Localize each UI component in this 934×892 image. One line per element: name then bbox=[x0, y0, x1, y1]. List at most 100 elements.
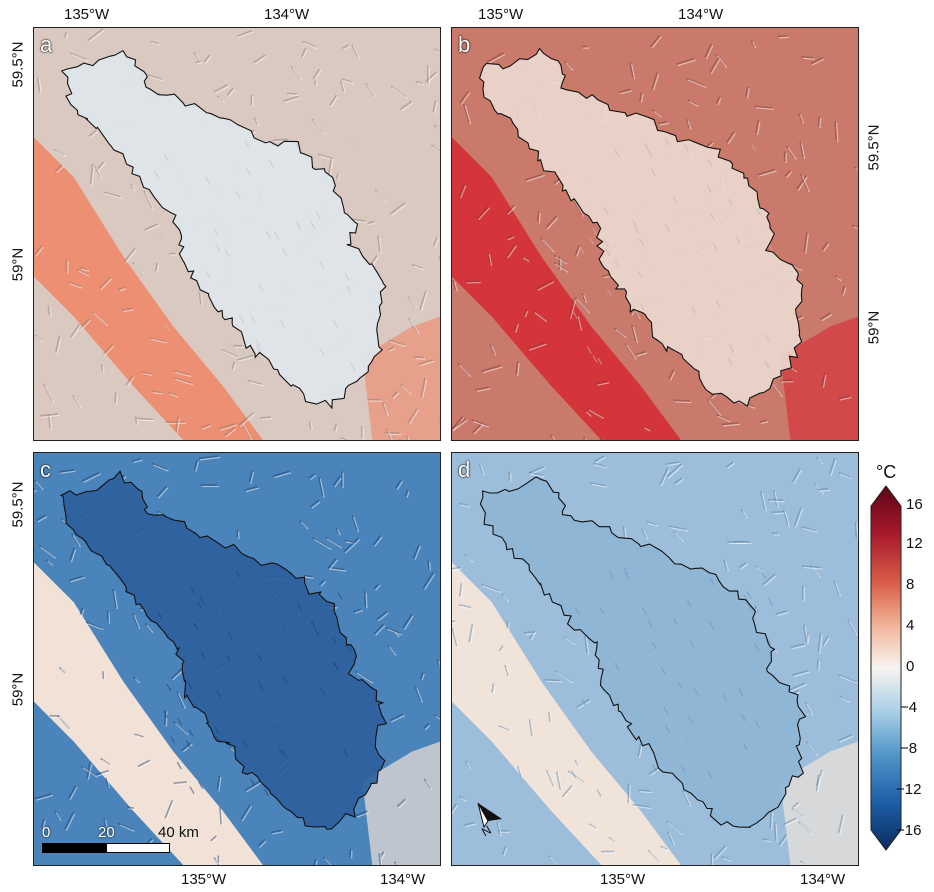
terrain-ridge bbox=[413, 265, 425, 271]
terrain-ridge bbox=[86, 762, 92, 779]
terrain-ridge bbox=[385, 433, 402, 436]
terrain-ridge bbox=[334, 477, 342, 488]
terrain-ridge bbox=[77, 268, 88, 276]
terrain-ridge bbox=[592, 462, 606, 468]
terrain-ridge bbox=[792, 644, 806, 650]
terrain-ridge bbox=[34, 793, 52, 800]
terrain-ridge bbox=[716, 414, 730, 421]
terrain-ridge bbox=[49, 307, 52, 317]
icefield-area bbox=[480, 477, 806, 828]
terrain-ridge bbox=[402, 613, 413, 629]
ice-texture bbox=[166, 683, 172, 692]
terrain-ridge bbox=[130, 183, 135, 190]
terrain-ridge bbox=[69, 547, 75, 561]
terrain-ridge bbox=[139, 761, 152, 769]
terrain-ridge bbox=[458, 603, 472, 609]
terrain-ridge bbox=[460, 584, 464, 599]
terrain-ridge bbox=[35, 335, 44, 343]
terrain-ridge bbox=[389, 202, 406, 215]
ice-texture bbox=[754, 720, 760, 729]
terrain-ridge bbox=[167, 391, 177, 397]
ice-texture bbox=[570, 770, 577, 778]
terrain-ridge bbox=[764, 840, 771, 843]
terrain-ridge bbox=[203, 54, 211, 63]
terrain-ridge bbox=[253, 54, 266, 64]
terrain-ridge bbox=[415, 357, 426, 360]
terrain-ridge bbox=[752, 41, 757, 49]
ice-texture bbox=[710, 213, 716, 222]
terrain-ridge bbox=[335, 173, 339, 180]
ice-texture bbox=[728, 358, 734, 366]
terrain-ridge bbox=[476, 205, 489, 219]
terrain-ridge bbox=[756, 121, 761, 135]
terrain-ridge bbox=[465, 823, 477, 828]
terrain-ridge bbox=[745, 86, 749, 97]
terrain-ridge bbox=[149, 75, 165, 82]
left-lat-label-59-5n-bottom: 59.5°N bbox=[9, 481, 27, 528]
scale-bar: 0 20 40 km bbox=[42, 825, 199, 855]
terrain-ridge bbox=[570, 300, 577, 320]
terrain-ridge bbox=[231, 361, 236, 370]
terrain-ridge bbox=[240, 804, 251, 821]
terrain-ridge bbox=[528, 343, 547, 351]
terrain-ridge bbox=[839, 473, 852, 480]
terrain-ridge bbox=[547, 711, 552, 723]
terrain-ridge bbox=[54, 164, 63, 172]
terrain-ridge bbox=[47, 305, 51, 316]
terrain-ridge bbox=[112, 589, 117, 608]
terrain-ridge bbox=[742, 510, 748, 519]
terrain-ridge bbox=[811, 58, 825, 66]
terrain-ridge bbox=[404, 489, 409, 497]
terrain-ridge bbox=[69, 787, 78, 800]
terrain-ridge bbox=[639, 92, 643, 102]
terrain-ridge bbox=[634, 805, 652, 810]
terrain-ridge bbox=[389, 348, 396, 352]
ice-texture bbox=[265, 231, 271, 239]
terrain-ridge bbox=[667, 464, 684, 479]
ice-texture bbox=[693, 687, 699, 696]
terrain-ridge bbox=[40, 818, 45, 829]
ice-texture bbox=[176, 761, 182, 770]
terrain-ridge bbox=[778, 834, 787, 846]
terrain-ridge bbox=[434, 101, 438, 114]
terrain-ridge bbox=[840, 697, 850, 703]
terrain-ridge bbox=[819, 489, 830, 492]
terrain-ridge bbox=[530, 631, 537, 641]
ice-texture bbox=[198, 781, 204, 790]
terrain-ridge bbox=[726, 131, 735, 143]
ice-texture bbox=[163, 710, 169, 719]
terrain-ridge bbox=[573, 199, 585, 217]
ice-texture bbox=[651, 641, 658, 650]
terrain-ridge bbox=[169, 393, 179, 398]
terrain-ridge bbox=[524, 310, 529, 318]
terrain-ridge bbox=[308, 420, 312, 429]
terrain-ridge bbox=[419, 290, 427, 310]
ice-texture bbox=[672, 617, 679, 626]
terrain-ridge bbox=[717, 98, 722, 106]
terrain-ridge bbox=[470, 625, 475, 644]
terrain-ridge bbox=[177, 692, 186, 709]
terrain-ridge bbox=[38, 78, 42, 95]
terrain-ridge bbox=[343, 45, 351, 51]
terrain-ridge bbox=[487, 252, 491, 265]
terrain-ridge bbox=[459, 90, 469, 104]
terrain-ridge bbox=[324, 858, 332, 865]
ice-texture bbox=[216, 690, 222, 698]
terrain-ridge bbox=[244, 485, 259, 491]
ice-texture bbox=[709, 577, 715, 586]
terrain-ridge bbox=[724, 561, 730, 572]
terrain-ridge bbox=[462, 103, 470, 123]
ice-texture bbox=[764, 334, 770, 342]
terrain-ridge bbox=[568, 298, 575, 318]
terrain-ridge bbox=[517, 362, 520, 377]
terrain-ridge bbox=[522, 257, 530, 262]
terrain-ridge bbox=[424, 573, 436, 590]
terrain-ridge bbox=[239, 413, 256, 428]
terrain-ridge bbox=[313, 859, 317, 865]
left-lat-label-59n-top: 59°N bbox=[9, 247, 27, 282]
terrain-ridge bbox=[72, 534, 82, 548]
terrain-ridge bbox=[236, 29, 253, 37]
terrain-ridge bbox=[103, 191, 121, 198]
terrain-ridge bbox=[394, 632, 400, 638]
terrain-ridge bbox=[629, 62, 634, 78]
